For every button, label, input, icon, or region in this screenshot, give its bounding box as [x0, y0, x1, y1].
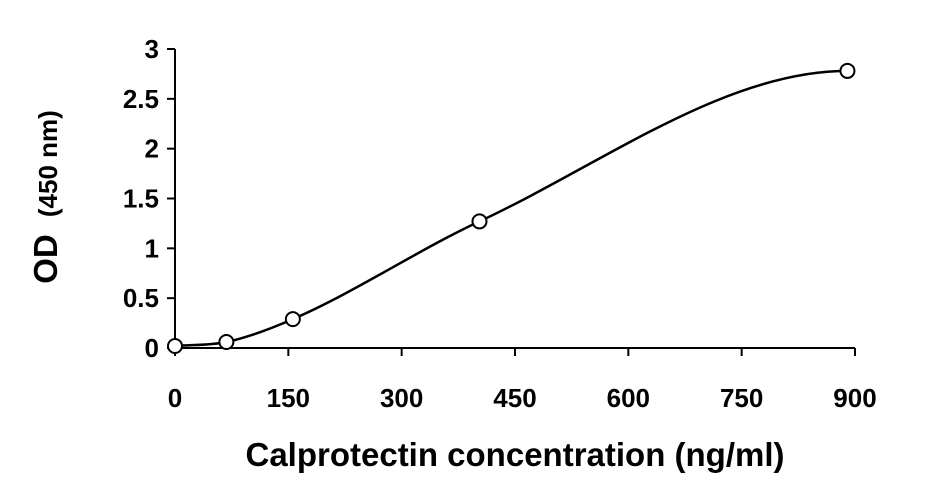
y-tick-label: 0: [145, 333, 159, 363]
x-tick-label: 900: [833, 383, 876, 413]
x-tick-label: 450: [493, 383, 536, 413]
fit-curve: [174, 69, 848, 348]
y-axis-title-unit: (450 nm): [33, 110, 63, 217]
y-tick-label: 3: [145, 34, 159, 64]
y-tick-label: 2: [145, 134, 159, 164]
tick-labels: 0 0.5 1 1.5 2 2.5 3 0 150 300 450 600 750 900: [123, 34, 877, 413]
x-tick-label: 750: [720, 383, 763, 413]
y-tick-label: 0.5: [123, 283, 159, 313]
data-point: [471, 213, 488, 230]
x-tick-label: 0: [168, 383, 182, 413]
data-point: [167, 338, 183, 355]
y-axis-title: OD (450 nm): [27, 110, 64, 284]
x-tick-label: 600: [607, 383, 650, 413]
data-point: [218, 334, 235, 351]
y-tick-label: 1: [145, 233, 159, 263]
data-point: [284, 311, 301, 328]
axes: [174, 49, 855, 349]
x-tick-label: 150: [267, 383, 310, 413]
x-tick-label: 300: [380, 383, 423, 413]
y-tick-label: 2.5: [123, 84, 159, 114]
data-points: [167, 62, 856, 355]
data-point: [839, 62, 856, 79]
tick-marks: [167, 48, 856, 356]
y-axis-title-main: OD: [27, 234, 64, 284]
x-axis-title: Calprotectin concentration (ng/ml): [245, 436, 784, 473]
y-tick-label: 1.5: [123, 184, 159, 214]
